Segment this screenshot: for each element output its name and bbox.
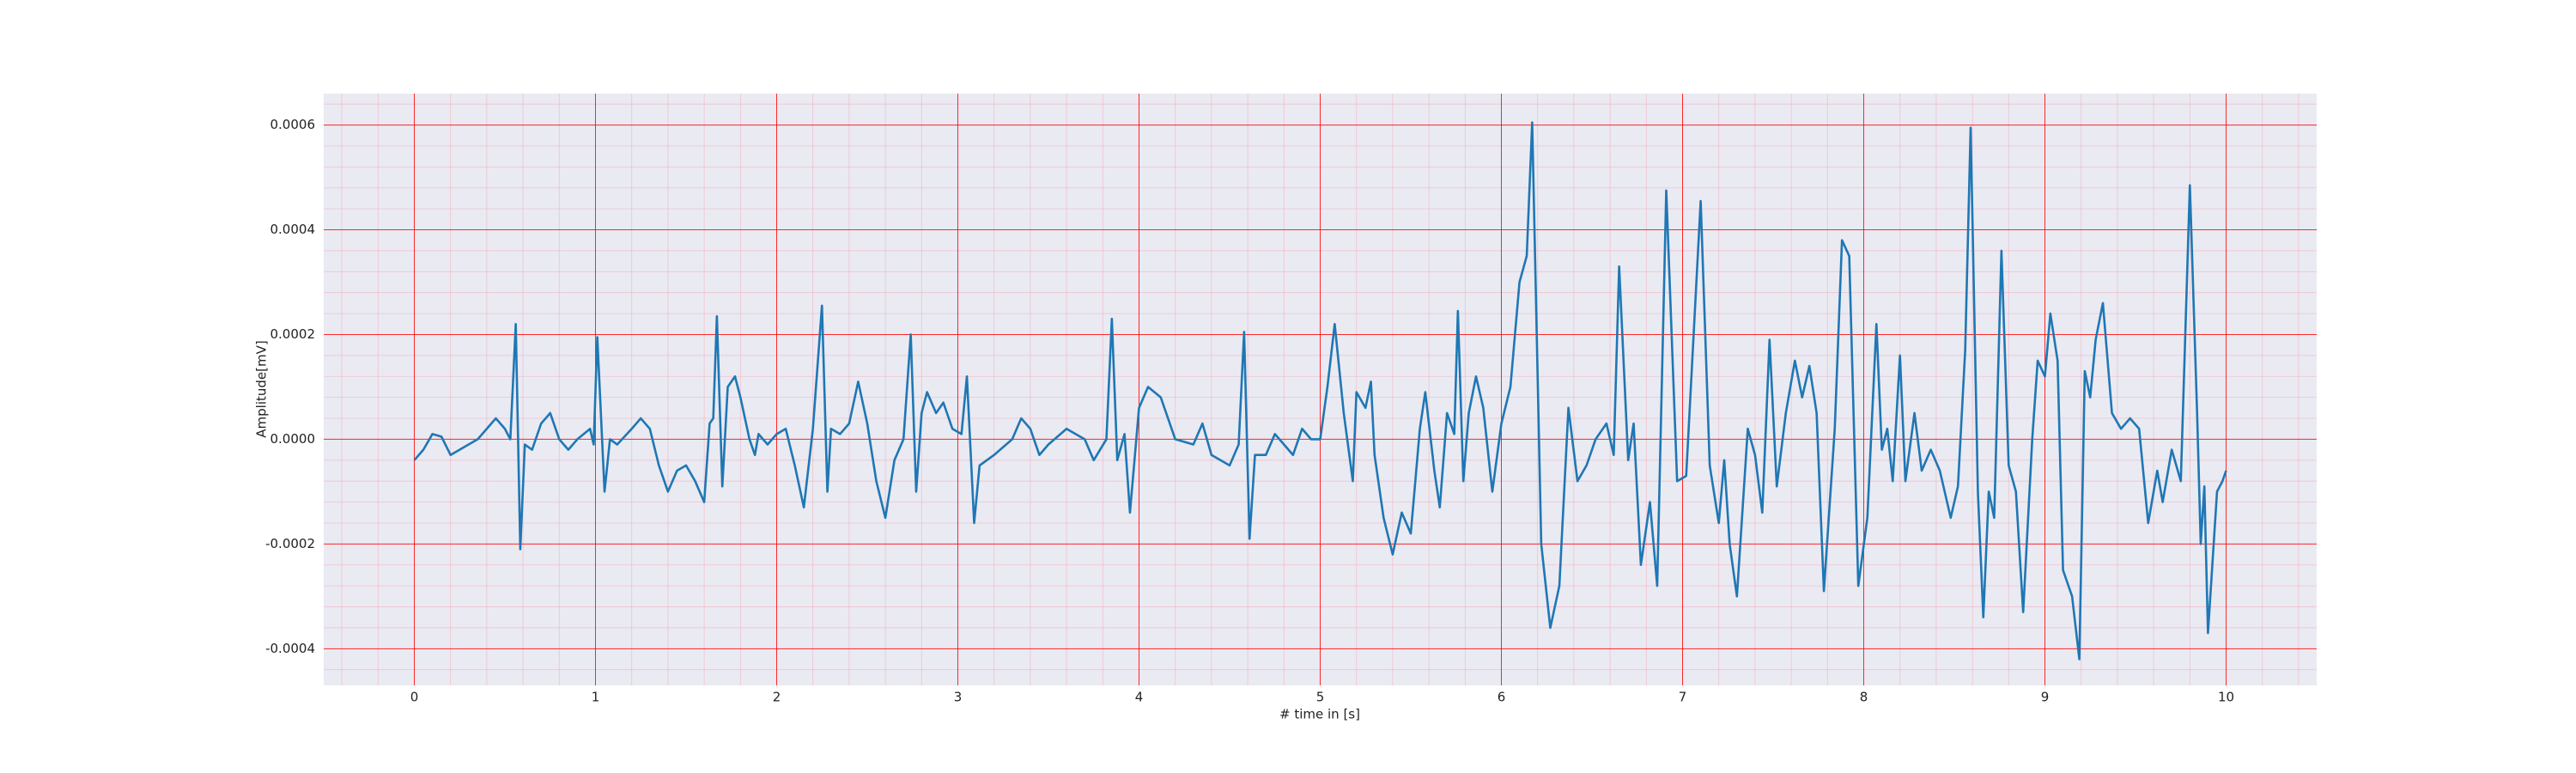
- x-tick-label: 7: [1679, 690, 1687, 705]
- signal-line: [413, 121, 2227, 660]
- x-tick-label: 9: [2041, 690, 2050, 705]
- x-tick-label: 6: [1498, 690, 1506, 705]
- x-tick-label: 3: [954, 690, 963, 705]
- x-tick-label: 2: [773, 690, 781, 705]
- y-tick-label: 0.0006: [270, 117, 316, 132]
- x-tick-label: 1: [592, 690, 600, 705]
- x-tick-label: 5: [1316, 690, 1325, 705]
- x-tick-label: 10: [2218, 690, 2234, 705]
- x-tick-label: 0: [410, 690, 419, 705]
- y-tick-label: -0.0002: [265, 536, 315, 551]
- labels: 0 1 2 3 4 5 6 7 8 9 10 -0.0004 -0.0002 0.0000 0.0002 0.…: [265, 117, 2234, 704]
- y-tick-label: 0.0004: [270, 222, 316, 237]
- y-tick-label: -0.0004: [265, 641, 315, 656]
- x-tick-label: 4: [1135, 690, 1144, 705]
- y-tick-label: 0.0000: [270, 431, 316, 447]
- x-axis-label: # time in [s]: [1279, 707, 1360, 722]
- y-tick-label: 0.0002: [270, 326, 316, 342]
- x-tick-label: 8: [1860, 690, 1868, 705]
- y-axis-label: Amplitude[mV]: [254, 340, 270, 437]
- lines: [413, 121, 2227, 660]
